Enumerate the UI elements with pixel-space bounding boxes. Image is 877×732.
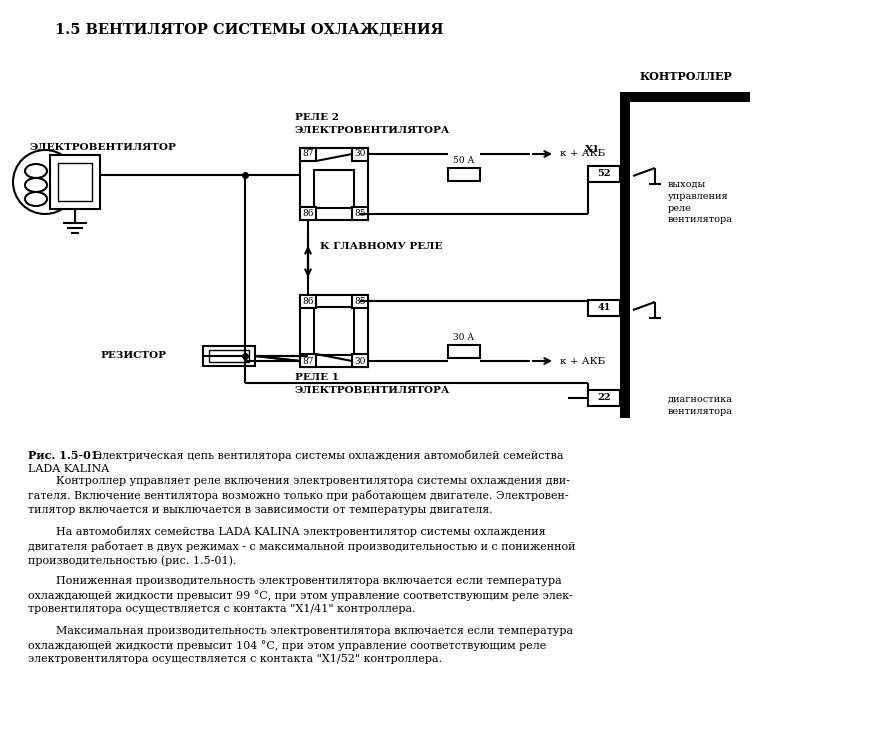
Bar: [588, 390, 620, 406]
Text: X1: X1: [585, 146, 600, 154]
Bar: [314, 170, 354, 208]
Text: выходы
управления
реле
вентилятора: выходы управления реле вентилятора: [668, 180, 733, 225]
Text: К ГЛАВНОМУ РЕЛЕ: К ГЛАВНОМУ РЕЛЕ: [320, 242, 443, 251]
Bar: [352, 354, 368, 367]
Text: 85: 85: [354, 296, 366, 305]
Bar: [314, 307, 354, 355]
Text: ЭЛЕКТРОВЕНТИЛЯТОР: ЭЛЕКТРОВЕНТИЛЯТОР: [30, 143, 177, 152]
Text: 30: 30: [354, 356, 366, 365]
Text: Электрическая цепь вентилятора системы охлаждения автомобилей семейства: Электрическая цепь вентилятора системы о…: [90, 450, 564, 461]
Bar: [300, 207, 316, 220]
Bar: [352, 295, 368, 308]
Bar: [300, 148, 368, 220]
Text: 30: 30: [354, 149, 366, 159]
Text: 86: 86: [303, 209, 314, 218]
Text: 87: 87: [303, 356, 314, 365]
Bar: [50, 155, 100, 209]
Text: РЕЗИСТОР: РЕЗИСТОР: [100, 351, 166, 360]
Text: Пониженная производительность электровентилятора включается если температура
охл: Пониженная производительность электровен…: [28, 576, 573, 614]
Text: диагностика
вентилятора: диагностика вентилятора: [668, 395, 733, 416]
Bar: [448, 345, 480, 358]
Bar: [588, 300, 620, 316]
Text: 86: 86: [303, 296, 314, 305]
Bar: [300, 295, 368, 367]
Text: 87: 87: [303, 149, 314, 159]
Bar: [300, 295, 316, 308]
Text: 85: 85: [354, 209, 366, 218]
Text: 41: 41: [597, 304, 610, 313]
Text: к + АКБ: к + АКБ: [560, 356, 605, 365]
Bar: [620, 92, 750, 102]
Bar: [209, 350, 249, 362]
Text: ЭЛЕКТРОВЕНТИЛЯТОРА: ЭЛЕКТРОВЕНТИЛЯТОРА: [295, 126, 451, 135]
Text: ЭЛЕКТРОВЕНТИЛЯТОРА: ЭЛЕКТРОВЕНТИЛЯТОРА: [295, 386, 451, 395]
Text: РЕЛЕ 1: РЕЛЕ 1: [295, 373, 339, 382]
Text: 1.5 ВЕНТИЛЯТОР СИСТЕМЫ ОХЛАЖДЕНИЯ: 1.5 ВЕНТИЛЯТОР СИСТЕМЫ ОХЛАЖДЕНИЯ: [55, 22, 444, 36]
Bar: [203, 346, 255, 366]
Text: Рис. 1.5-01.: Рис. 1.5-01.: [28, 450, 103, 461]
Text: 52: 52: [597, 170, 610, 179]
Text: 30 А: 30 А: [453, 333, 474, 342]
Text: Контроллер управляет реле включения электровентилятора системы охлаждения дви-
г: Контроллер управляет реле включения элек…: [28, 476, 570, 515]
Bar: [448, 168, 480, 181]
Bar: [58, 163, 92, 201]
Text: РЕЛЕ 2: РЕЛЕ 2: [295, 113, 339, 122]
Text: к + АКБ: к + АКБ: [560, 149, 605, 159]
Bar: [620, 92, 630, 418]
Text: Максимальная производительность электровентилятора включается если температура
о: Максимальная производительность электров…: [28, 626, 574, 665]
Bar: [588, 166, 620, 182]
Text: LADA KALINA: LADA KALINA: [28, 464, 110, 474]
Bar: [300, 354, 316, 367]
Text: 22: 22: [597, 394, 610, 403]
Bar: [352, 148, 368, 161]
Text: На автомобилях семейства LADA KALINA электровентилятор системы охлаждения
двигат: На автомобилях семейства LADA KALINA эле…: [28, 526, 575, 567]
Bar: [300, 148, 316, 161]
Text: 50 А: 50 А: [453, 156, 474, 165]
Bar: [352, 207, 368, 220]
Text: КОНТРОЛЛЕР: КОНТРОЛЛЕР: [640, 71, 733, 82]
